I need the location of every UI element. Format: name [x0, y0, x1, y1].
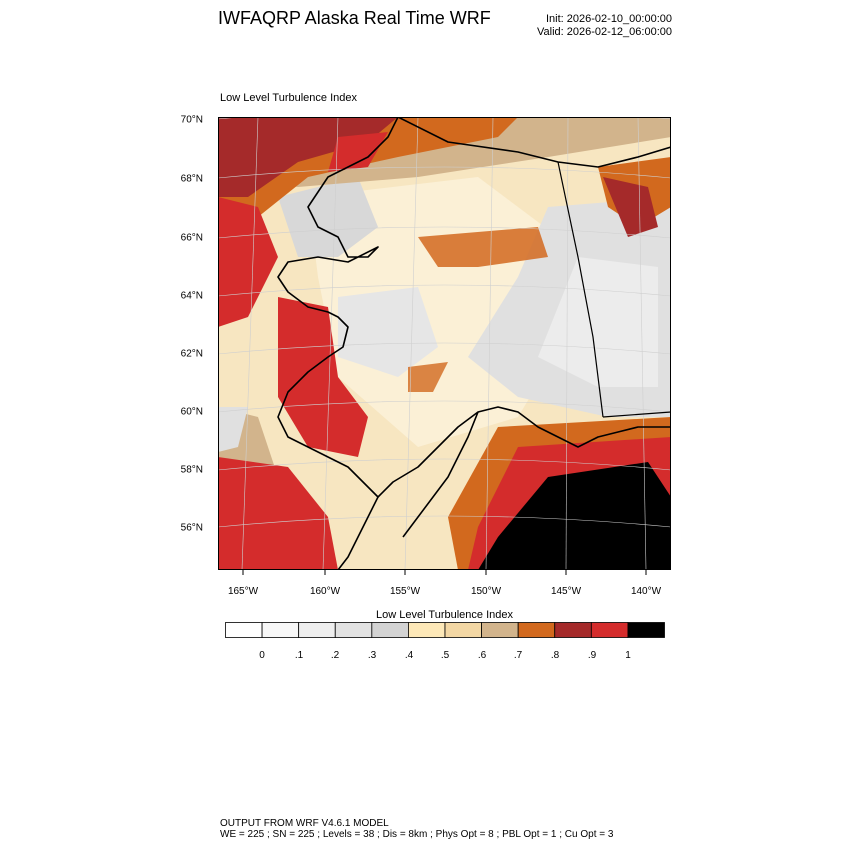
panel-title: Low Level Turbulence Index — [220, 92, 357, 104]
colorbar-label: .5 — [440, 650, 450, 661]
colorbar-label: .4 — [404, 650, 414, 661]
lon-label-150w: 150°W — [470, 586, 502, 597]
colorbar-swatch — [298, 622, 336, 638]
colorbar-label: .3 — [367, 650, 377, 661]
colorbar — [225, 622, 665, 638]
lat-label-56n: 56°N — [180, 522, 203, 534]
colorbar-swatch — [481, 622, 519, 638]
lat-label-66n: 66°N — [180, 232, 203, 244]
colorbar-swatch — [444, 622, 482, 638]
colorbar-label: .1 — [294, 650, 304, 661]
colorbar-title: Low Level Turbulence Index — [376, 609, 513, 621]
valid-time: Valid: 2026-02-12_06:00:00 — [537, 26, 672, 38]
plot-title: IWFAQRP Alaska Real Time WRF — [218, 8, 491, 28]
lat-label-62n: 62°N — [180, 348, 203, 360]
colorbar-swatch — [408, 622, 446, 638]
colorbar-label: .6 — [477, 650, 487, 661]
lon-label-155w: 155°W — [389, 586, 421, 597]
colorbar-swatch — [517, 622, 556, 638]
colorbar-label: 0 — [259, 650, 265, 661]
lat-label-68n: 68°N — [180, 173, 203, 185]
colorbar-swatch — [627, 622, 665, 638]
colorbar-swatch — [261, 622, 300, 638]
colorbar-label: .7 — [513, 650, 523, 661]
lat-label-70n: 70°N — [180, 114, 203, 126]
lon-label-140w: 140°W — [630, 586, 662, 597]
footer-model-line: OUTPUT FROM WRF V4.6.1 MODEL — [220, 818, 389, 829]
colorbar-swatch — [590, 622, 629, 638]
colorbar-swatch — [371, 622, 409, 638]
colorbar-label: 1 — [625, 650, 631, 661]
colorbar-label: .8 — [550, 650, 560, 661]
colorbar-label: .2 — [330, 650, 340, 661]
colorbar-label: .9 — [587, 650, 597, 661]
lon-label-160w: 160°W — [309, 586, 341, 597]
init-time: Init: 2026-02-10_00:00:00 — [546, 13, 672, 25]
lat-label-60n: 60°N — [180, 406, 203, 418]
lat-label-58n: 58°N — [180, 464, 203, 476]
colorbar-swatch — [554, 622, 592, 638]
footer-options-line: WE = 225 ; SN = 225 ; Levels = 38 ; Dis … — [220, 829, 614, 840]
turbulence-map — [218, 117, 671, 570]
lon-label-165w: 165°W — [227, 586, 259, 597]
lon-ticks — [242, 570, 647, 575]
lon-label-145w: 145°W — [550, 586, 582, 597]
colorbar-swatch — [334, 622, 373, 638]
lat-label-64n: 64°N — [180, 290, 203, 302]
colorbar-swatch — [225, 622, 263, 638]
